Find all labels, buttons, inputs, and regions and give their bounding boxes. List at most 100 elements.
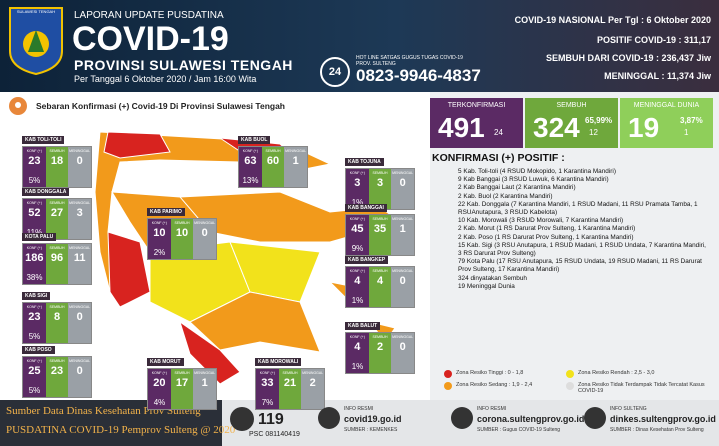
national-deaths: MENINGGAL : 11,374 Jiw bbox=[604, 71, 711, 81]
column-header: MENINGGAL bbox=[392, 269, 414, 273]
column-header: KONF (+) bbox=[259, 371, 275, 375]
region-column: KONF (+) 33 bbox=[256, 369, 279, 409]
column-header: KONF (+) bbox=[242, 149, 258, 153]
region-value: 1 bbox=[292, 155, 299, 167]
hotline-number: 0823-9946-4837 bbox=[356, 66, 481, 85]
region-column: MENINGGAL 0 bbox=[391, 267, 415, 307]
region-box: KAB PARIMO KONF (+) 10 SEMBUH 10 MENINGGAL 0 2% bbox=[147, 200, 217, 260]
region-pct: 1% bbox=[351, 198, 364, 207]
region-columns: KONF (+) 52 SEMBUH 27 MENINGGAL 3 11% bbox=[22, 198, 92, 240]
region-value: 0 bbox=[399, 275, 406, 287]
region-value: 0 bbox=[399, 177, 406, 189]
region-column: MENINGGAL 11 bbox=[68, 244, 92, 284]
region-box: KAB POSO KONF (+) 25 SEMBUH 23 MENINGGAL 0 5% bbox=[22, 338, 92, 398]
region-value: 4 bbox=[376, 275, 384, 287]
card-delta: 24 bbox=[494, 128, 503, 137]
region-pct: 38% bbox=[26, 273, 43, 282]
info-icon bbox=[584, 407, 606, 429]
column-header: SEMBUH bbox=[372, 335, 388, 339]
info-site: corona.sultengprov.go.id bbox=[477, 414, 585, 424]
column-header: SEMBUH bbox=[282, 371, 298, 375]
logo bbox=[9, 7, 63, 76]
region-column: MENINGGAL 0 bbox=[68, 357, 92, 397]
region-column: SEMBUH 18 bbox=[45, 147, 69, 187]
region-value: 0 bbox=[76, 155, 83, 167]
region-columns: KONF (+) 63 SEMBUH 60 MENINGGAL 1 13% bbox=[238, 146, 308, 188]
region-pct: 2% bbox=[153, 248, 166, 257]
region-column: KONF (+) 4 bbox=[346, 333, 369, 373]
list-item: 22 Kab. Donggala (7 Karantina Mandiri, 1… bbox=[458, 200, 698, 217]
region-column: KONF (+) 10 bbox=[148, 219, 171, 259]
region-column: MENINGGAL 1 bbox=[284, 147, 308, 187]
region-column: SEMBUH 27 bbox=[45, 199, 69, 239]
region-pct: 5% bbox=[28, 332, 41, 341]
region-value: 0 bbox=[201, 227, 208, 239]
region-value: 23 bbox=[28, 311, 41, 323]
column-header: KONF (+) bbox=[349, 269, 365, 273]
legend-swatch bbox=[566, 382, 574, 390]
list-item: 2 Kab. Buol (2 Karantina Mandiri) bbox=[458, 192, 553, 200]
card-value: 491 bbox=[438, 112, 485, 143]
region-name: KAB PARIMO bbox=[147, 208, 185, 216]
column-header: KONF (+) bbox=[349, 335, 365, 339]
call-icon bbox=[230, 407, 254, 431]
column-header: KONF (+) bbox=[151, 221, 167, 225]
column-header: KONF (+) bbox=[151, 371, 167, 375]
region-pct: 5% bbox=[28, 386, 41, 395]
subtitle: PROVINSI SULAWESI TENGAH bbox=[74, 57, 293, 73]
region-name: KOTA PALU bbox=[22, 233, 57, 241]
list-item: 9 Kab Banggai (3 RSUD Luwuk, 6 Karantina… bbox=[458, 176, 609, 184]
region-pct: 1% bbox=[351, 362, 364, 371]
region-column: SEMBUH 2 bbox=[368, 333, 392, 373]
list-item: 2 Kab. Poso (1 RS Darurat Prov Sulteng, … bbox=[458, 233, 634, 241]
region-value: 25 bbox=[28, 365, 41, 377]
region-column: KONF (+) 20 bbox=[148, 369, 171, 409]
region-pct: 4% bbox=[153, 398, 166, 407]
pin-icon bbox=[9, 97, 27, 115]
column-header: KONF (+) bbox=[26, 149, 42, 153]
region-column: SEMBUH 23 bbox=[45, 357, 69, 397]
card-delta: 12 bbox=[589, 128, 598, 137]
region-value: 52 bbox=[28, 207, 41, 219]
region-column: SEMBUH 96 bbox=[45, 244, 69, 284]
column-header: KONF (+) bbox=[26, 201, 42, 205]
region-column: MENINGGAL 0 bbox=[68, 303, 92, 343]
region-value: 45 bbox=[351, 223, 364, 235]
national-recovered: SEMBUH DARI COVID-19 : 236,437 Jiw bbox=[545, 53, 711, 63]
region-name: KAB BALUT bbox=[345, 322, 381, 330]
region-value: 21 bbox=[283, 377, 297, 389]
region-columns: KONF (+) 45 SEMBUH 35 MENINGGAL 1 9% bbox=[345, 214, 415, 256]
region-columns: KONF (+) 23 SEMBUH 8 MENINGGAL 0 5% bbox=[22, 302, 92, 344]
region-column: KONF (+) 186 bbox=[23, 244, 46, 284]
region-value: 96 bbox=[50, 252, 64, 264]
national-title: COVID-19 NASIONAL Per Tgl : 6 Oktober 20… bbox=[514, 15, 711, 25]
legend-swatch bbox=[444, 370, 452, 378]
column-header: KONF (+) bbox=[26, 359, 42, 363]
region-columns: KONF (+) 20 SEMBUH 17 MENINGGAL 1 4% bbox=[147, 368, 217, 410]
region-column: MENINGGAL 3 bbox=[68, 199, 92, 239]
region-name: KAB MOROWALI bbox=[255, 358, 302, 366]
region-column: KONF (+) 23 bbox=[23, 303, 46, 343]
list-item: 324 dinyatakan Sembuh bbox=[458, 274, 527, 282]
region-pct: 9% bbox=[351, 244, 364, 253]
summary-card: SEMBUH 324 65,99% 12 bbox=[525, 98, 618, 148]
positive-list: 5 Kab. Toli-toli (4 RSUD Mokopido, 1 Kar… bbox=[452, 168, 710, 291]
region-value: 10 bbox=[175, 227, 189, 239]
list-item: 15 Kab. Sigi (3 RSU Anutapura, 1 RSUD Ma… bbox=[458, 241, 706, 258]
header-bg bbox=[0, 0, 719, 92]
column-header: SEMBUH bbox=[49, 149, 65, 153]
region-column: MENINGGAL 0 bbox=[391, 333, 415, 373]
region-name: KAB BANGKEP bbox=[345, 256, 389, 264]
region-value: 4 bbox=[354, 275, 361, 287]
column-header: MENINGGAL bbox=[392, 171, 414, 175]
info-icon bbox=[451, 407, 473, 429]
region-column: SEMBUH 10 bbox=[170, 219, 194, 259]
region-value: 23 bbox=[28, 155, 41, 167]
column-header: SEMBUH bbox=[372, 269, 388, 273]
positive-title: KONFIRMASI (+) POSITIF : bbox=[432, 152, 565, 164]
region-box: KAB BALUT KONF (+) 4 SEMBUH 2 MENINGGAL 0 1% bbox=[345, 314, 415, 374]
region-column: MENINGGAL 1 bbox=[193, 369, 217, 409]
list-item: 2 Kab Banggai Laut (2 Karantina Mandiri) bbox=[458, 184, 576, 192]
legend-swatch bbox=[566, 370, 574, 378]
